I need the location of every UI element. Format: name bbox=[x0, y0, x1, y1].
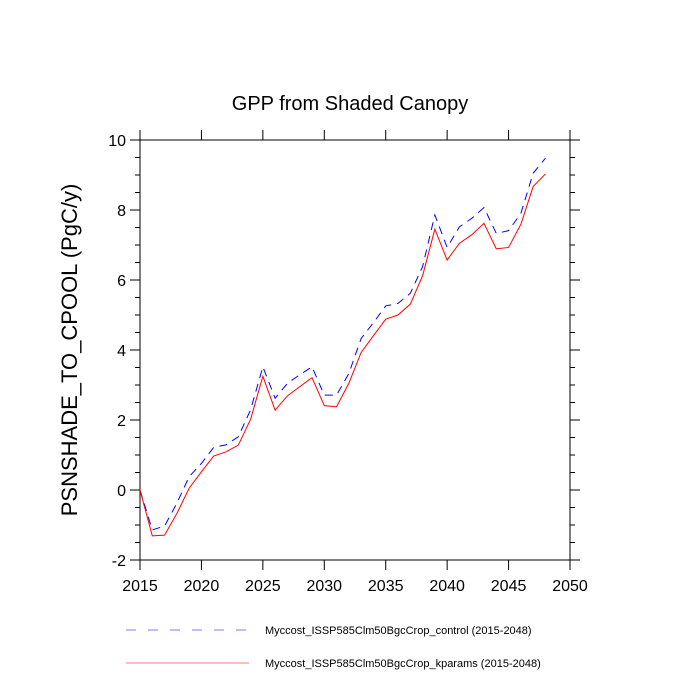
y-tick-label: 4 bbox=[117, 343, 126, 360]
y-tick-label: 8 bbox=[117, 203, 126, 220]
x-tick-label: 2030 bbox=[306, 578, 342, 595]
x-tick-label: 2025 bbox=[245, 578, 281, 595]
series-layer bbox=[139, 157, 546, 537]
x-tick-label: 2015 bbox=[122, 578, 158, 595]
y-tick-label: 6 bbox=[117, 273, 126, 290]
y-axis-title: PSNSHADE_TO_CPOOL (PgC/y) bbox=[57, 184, 82, 517]
legend: Myccost_ISSP585Clm50BgcCrop_control (201… bbox=[126, 625, 541, 670]
series-line-control bbox=[139, 157, 546, 531]
series-line-kparams bbox=[139, 173, 546, 537]
y-tick-label: 2 bbox=[117, 413, 126, 430]
axes: 2015 2020 2025 2030 2035 2040 2045 2050 -2 0 2 4 6 8 1… bbox=[108, 130, 588, 595]
x-tick-label: 2035 bbox=[368, 578, 404, 595]
x-tick-label: 2050 bbox=[552, 578, 588, 595]
y-tick-label: 10 bbox=[108, 133, 126, 150]
x-tick-label: 2040 bbox=[429, 578, 465, 595]
x-tick-label: 2020 bbox=[184, 578, 220, 595]
y-tick-label: -2 bbox=[112, 553, 126, 570]
x-tick-label: 2045 bbox=[491, 578, 527, 595]
y-tick-label: 0 bbox=[117, 483, 126, 500]
plot-frame bbox=[139, 139, 571, 561]
legend-label: Myccost_ISSP585Clm50BgcCrop_kparams (201… bbox=[265, 658, 541, 670]
chart-title: GPP from Shaded Canopy bbox=[232, 93, 468, 115]
legend-label: Myccost_ISSP585Clm50BgcCrop_control (201… bbox=[265, 625, 532, 637]
